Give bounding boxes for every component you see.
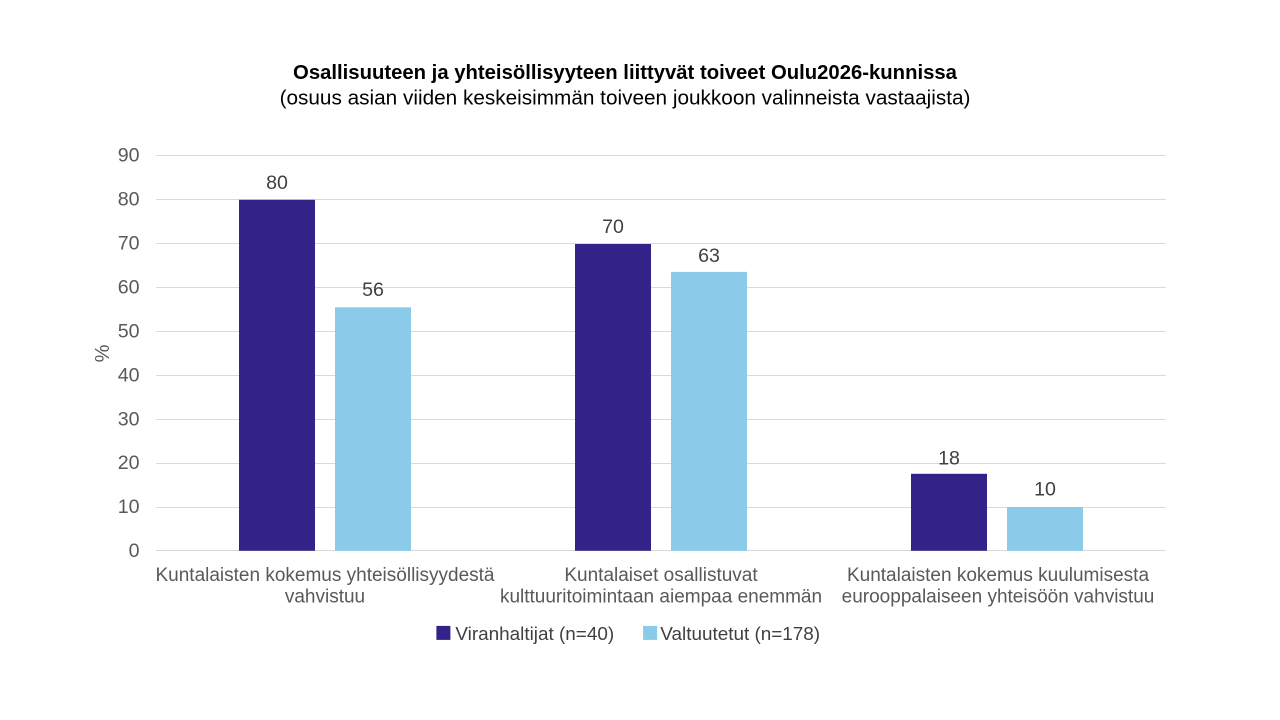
svg-text:eurooppalaiseen yhteisöön vahv: eurooppalaiseen yhteisöön vahvistuu — [842, 587, 1155, 608]
svg-text:Kuntalaisten kokemus kuulumise: Kuntalaisten kokemus kuulumisesta — [847, 565, 1149, 586]
svg-text:Osallisuuteen ja yhteisöllisyy: Osallisuuteen ja yhteisöllisyyteen liitt… — [293, 62, 958, 84]
svg-text:Valtuutetut (n=178): Valtuutetut (n=178) — [660, 624, 820, 645]
svg-text:Kuntalaiset osallistuvat: Kuntalaiset osallistuvat — [564, 565, 758, 586]
svg-text:70: 70 — [602, 216, 624, 238]
svg-text:30: 30 — [118, 408, 140, 430]
svg-text:40: 40 — [118, 364, 140, 386]
svg-text:20: 20 — [118, 452, 140, 474]
svg-text:kulttuuritoimintaan aiempaa en: kulttuuritoimintaan aiempaa enemmän — [500, 587, 822, 608]
svg-text:56: 56 — [362, 279, 384, 301]
svg-text:50: 50 — [118, 320, 140, 342]
svg-text:80: 80 — [118, 189, 140, 211]
svg-text:Viranhaltijat (n=40): Viranhaltijat (n=40) — [455, 624, 614, 645]
svg-text:10: 10 — [118, 496, 140, 518]
svg-text:18: 18 — [938, 447, 960, 469]
svg-text:63: 63 — [698, 245, 720, 267]
svg-text:vahvistuu: vahvistuu — [285, 587, 365, 608]
svg-text:70: 70 — [118, 233, 140, 255]
svg-text:10: 10 — [1034, 479, 1056, 501]
svg-text:80: 80 — [266, 172, 288, 194]
svg-text:60: 60 — [118, 276, 140, 298]
svg-text:(osuus asian viiden keskeisimm: (osuus asian viiden keskeisimmän toiveen… — [280, 87, 971, 110]
svg-text:Kuntalaisten kokemus yhteisöll: Kuntalaisten kokemus yhteisöllisyydestä — [155, 565, 494, 586]
svg-text:90: 90 — [118, 145, 140, 167]
svg-text:%: % — [92, 344, 114, 362]
svg-text:0: 0 — [129, 540, 140, 562]
